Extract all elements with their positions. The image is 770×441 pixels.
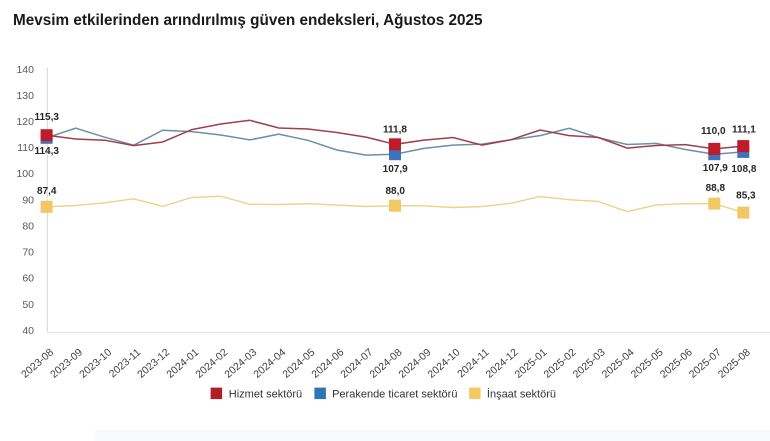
svg-text:130: 130 xyxy=(16,90,34,102)
svg-text:60: 60 xyxy=(22,273,34,285)
svg-text:Perakende ticaret sektörü: Perakende ticaret sektörü xyxy=(332,388,457,400)
svg-text:87,4: 87,4 xyxy=(37,186,57,197)
svg-text:115,3: 115,3 xyxy=(34,112,59,123)
svg-text:114,3: 114,3 xyxy=(34,146,59,157)
svg-text:140: 140 xyxy=(16,64,34,76)
svg-text:80: 80 xyxy=(22,221,34,233)
svg-text:120: 120 xyxy=(16,116,34,128)
svg-text:110,0: 110,0 xyxy=(701,126,726,137)
svg-text:90: 90 xyxy=(22,195,34,207)
svg-text:50: 50 xyxy=(22,299,34,311)
svg-text:111,8: 111,8 xyxy=(383,125,407,136)
svg-text:40: 40 xyxy=(22,325,34,337)
svg-text:İnşaat sektörü: İnşaat sektörü xyxy=(487,387,556,400)
svg-text:108,8: 108,8 xyxy=(731,164,756,175)
svg-text:100: 100 xyxy=(16,168,34,180)
svg-text:111,1: 111,1 xyxy=(732,125,756,136)
svg-text:Hizmet sektörü: Hizmet sektörü xyxy=(229,388,302,400)
svg-text:107,9: 107,9 xyxy=(383,164,408,175)
svg-text:Mevsim etkilerinden arındırılm: Mevsim etkilerinden arındırılmış güven e… xyxy=(13,12,483,29)
svg-text:88,8: 88,8 xyxy=(706,183,726,194)
svg-text:70: 70 xyxy=(22,247,34,259)
svg-text:110: 110 xyxy=(17,142,34,154)
svg-text:107,9: 107,9 xyxy=(703,163,728,174)
svg-text:85,3: 85,3 xyxy=(736,191,756,202)
svg-text:88,0: 88,0 xyxy=(385,186,405,197)
